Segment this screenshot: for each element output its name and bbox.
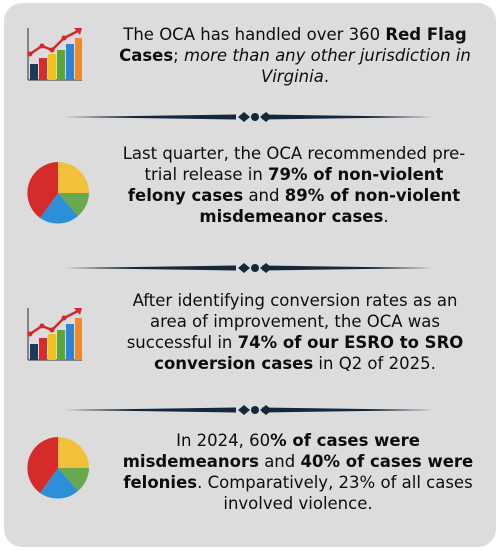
pie-chart-icon [27, 162, 89, 224]
pie-chart-icon [27, 437, 89, 499]
divider-1 [64, 112, 434, 122]
stat-text-2: Last quarter, the OCA recommended pre-tr… [122, 144, 466, 226]
bar-chart-trend-icon [27, 28, 82, 81]
divider-2 [64, 263, 434, 273]
stat-text-1: The OCA has handled over 360 Red Flag Ca… [119, 25, 471, 86]
bar-chart-trend-icon [27, 308, 82, 361]
stat-text-3: After identifying conversion rates as an… [126, 291, 464, 373]
stat-text-4: In 2024, 60% of cases were misdemeanors … [122, 431, 474, 513]
divider-3 [64, 405, 434, 415]
